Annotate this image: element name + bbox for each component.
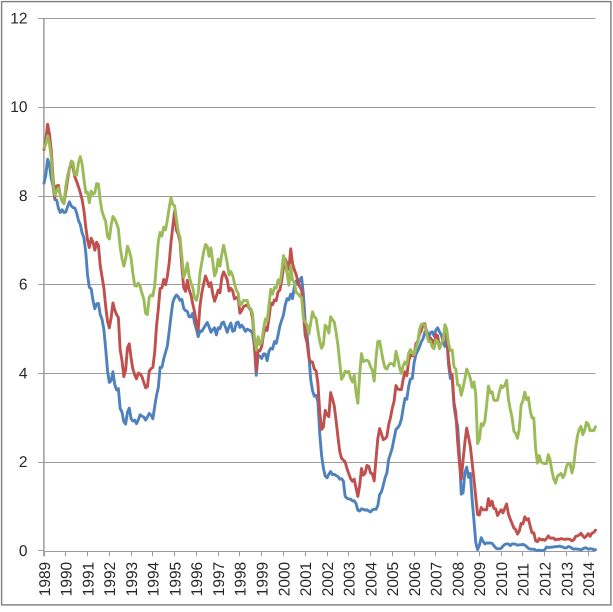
svg-text:1992: 1992 bbox=[102, 562, 119, 596]
svg-text:6: 6 bbox=[19, 277, 28, 294]
svg-text:2011: 2011 bbox=[516, 563, 533, 596]
svg-text:2007: 2007 bbox=[429, 562, 446, 596]
svg-text:1999: 1999 bbox=[255, 562, 272, 596]
svg-text:2004: 2004 bbox=[363, 561, 380, 596]
svg-text:2008: 2008 bbox=[450, 562, 467, 596]
svg-text:4: 4 bbox=[19, 365, 28, 382]
svg-text:2003: 2003 bbox=[342, 562, 359, 596]
svg-text:2012: 2012 bbox=[538, 562, 555, 596]
svg-text:2001: 2001 bbox=[298, 562, 315, 596]
svg-text:2006: 2006 bbox=[407, 562, 424, 596]
svg-text:10: 10 bbox=[10, 99, 28, 116]
svg-text:12: 12 bbox=[10, 11, 27, 28]
svg-text:1990: 1990 bbox=[59, 561, 76, 596]
svg-text:1996: 1996 bbox=[189, 562, 206, 596]
svg-text:2: 2 bbox=[19, 454, 28, 471]
svg-text:1994: 1994 bbox=[146, 561, 163, 596]
svg-text:1995: 1995 bbox=[167, 562, 184, 596]
svg-text:1993: 1993 bbox=[124, 562, 141, 596]
svg-text:2005: 2005 bbox=[385, 562, 402, 596]
svg-text:1997: 1997 bbox=[211, 562, 228, 596]
svg-text:2013: 2013 bbox=[559, 562, 576, 596]
svg-text:2002: 2002 bbox=[320, 562, 337, 596]
svg-text:1989: 1989 bbox=[37, 562, 54, 596]
svg-text:2014: 2014 bbox=[581, 561, 598, 596]
svg-text:0: 0 bbox=[19, 543, 28, 560]
svg-text:8: 8 bbox=[19, 188, 28, 205]
svg-text:2009: 2009 bbox=[472, 562, 489, 596]
svg-text:1991: 1991 bbox=[80, 562, 97, 596]
svg-text:2000: 2000 bbox=[276, 561, 293, 596]
svg-text:2010: 2010 bbox=[494, 561, 511, 596]
svg-text:1998: 1998 bbox=[233, 562, 250, 596]
